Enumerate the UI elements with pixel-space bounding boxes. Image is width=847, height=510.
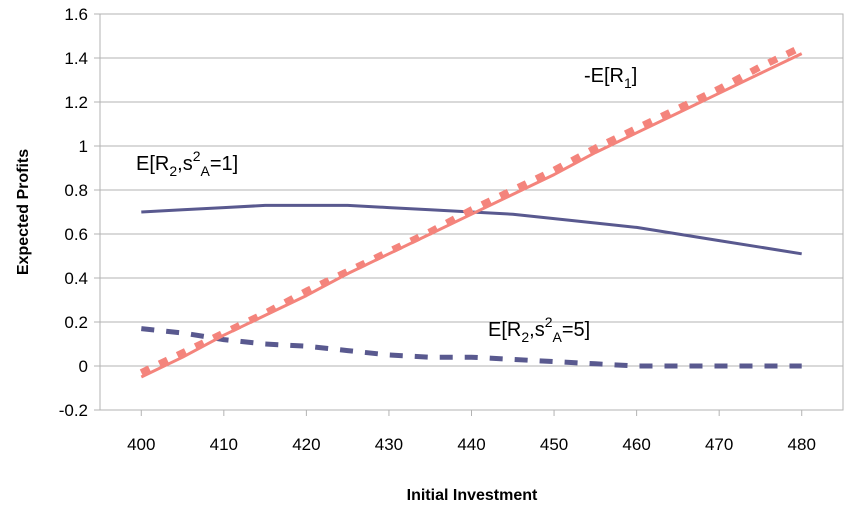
annotation-e-r2-var5: E[R2,s2A=5] xyxy=(488,314,590,345)
y-axis-title: Expected Profits xyxy=(15,149,32,275)
annotation-subscript: A xyxy=(201,163,211,179)
annotation-e-r2-var1: E[R2,s2A=1] xyxy=(136,148,238,179)
y-axis-ticks: -0.2 0 0.2 0.4 0.6 0.8 1 1.2 1.4 1.6 xyxy=(59,5,100,420)
x-tick-label: 410 xyxy=(210,435,238,454)
y-tick-label: 0.6 xyxy=(64,225,88,244)
x-tick-label: 400 xyxy=(127,435,155,454)
y-tick-label: 0.2 xyxy=(64,313,88,332)
annotation-subscript: 2 xyxy=(521,329,529,345)
annotation-mid: ,s xyxy=(529,319,545,341)
x-tick-label: 440 xyxy=(457,435,485,454)
y-tick-label: 1.2 xyxy=(64,93,88,112)
x-tick-label: 470 xyxy=(705,435,733,454)
series-layer xyxy=(139,43,804,379)
annotation-base: -E[R xyxy=(584,65,624,87)
annotation-superscript: 2 xyxy=(193,148,201,164)
annotation-subscript: 2 xyxy=(169,163,177,179)
y-tick-label: 0.4 xyxy=(64,269,88,288)
annotation-base: E[R xyxy=(488,319,521,341)
annotation-base: E[R xyxy=(136,153,169,175)
y-tick-label: 0 xyxy=(79,357,88,376)
x-axis-title: Initial Investment xyxy=(407,487,538,504)
annotation-subscript: A xyxy=(553,329,563,345)
x-axis-ticks: 400 410 420 430 440 450 460 470 480 xyxy=(127,410,816,454)
y-tick-label: -0.2 xyxy=(59,401,88,420)
annotation-mid: ,s xyxy=(177,153,193,175)
y-tick-label: 0.8 xyxy=(64,181,88,200)
series-line-neg-e-r1-solid xyxy=(140,52,803,379)
annotation-tail: =1] xyxy=(210,153,238,175)
annotation-subscript: 1 xyxy=(624,75,632,91)
annotation-tail: =5] xyxy=(562,319,590,341)
annotation-superscript: 2 xyxy=(545,314,553,330)
x-tick-label: 450 xyxy=(540,435,568,454)
x-tick-label: 420 xyxy=(292,435,320,454)
series-line-neg-e-r1-dashed xyxy=(139,43,804,376)
annotation-tail: ] xyxy=(632,65,638,87)
series-line-e-r2-var5 xyxy=(141,326,802,369)
y-tick-label: 1.4 xyxy=(64,49,88,68)
y-tick-label: 1.6 xyxy=(64,5,88,24)
y-tick-label: 1 xyxy=(79,137,88,156)
x-tick-label: 430 xyxy=(375,435,403,454)
x-tick-label: 460 xyxy=(622,435,650,454)
x-tick-label: 480 xyxy=(788,435,816,454)
annotation-neg-e-r1: -E[R1] xyxy=(584,65,637,91)
